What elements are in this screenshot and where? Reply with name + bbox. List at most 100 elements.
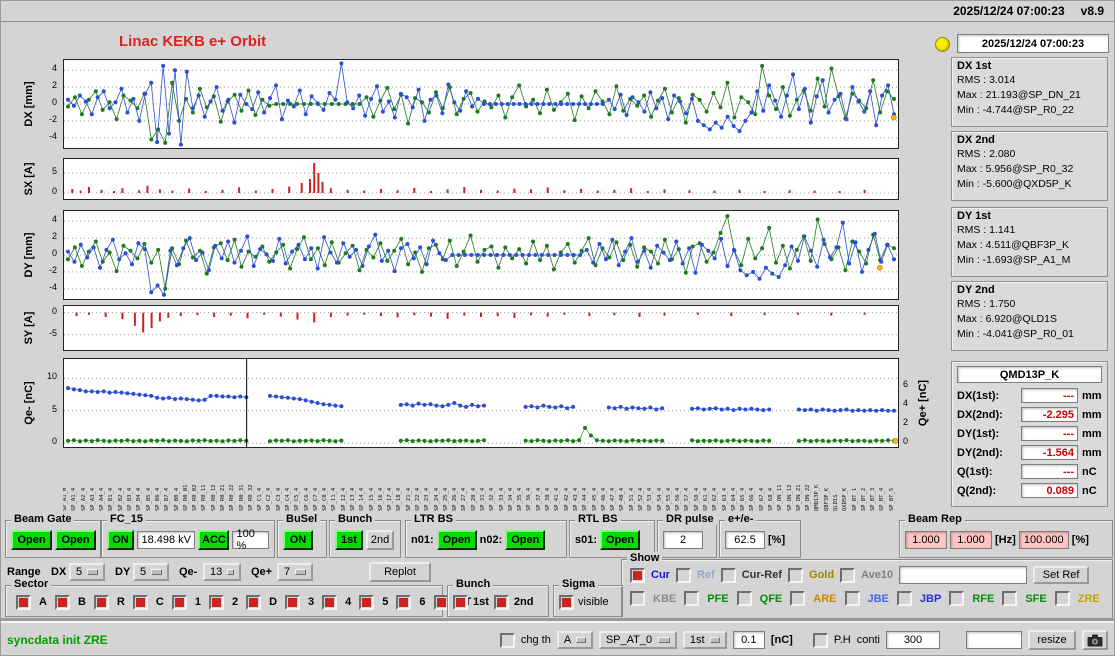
checkbox-ph[interactable] [812, 632, 828, 648]
checkbox-sector-3[interactable] [285, 594, 301, 610]
checkbox-sector-1[interactable] [171, 594, 187, 610]
camera-icon [1087, 634, 1103, 646]
range-dx-select[interactable]: 5 [69, 563, 105, 581]
stat-max: Max : 21.193@SP_DN_21 [957, 89, 1081, 101]
bpm-name-label: SP_34_4 [507, 487, 514, 511]
bpm-name-label: SP_54_4 [656, 487, 663, 511]
checkbox-ave10[interactable] [840, 567, 856, 583]
rtl-s01-open-button[interactable]: Open [600, 530, 641, 550]
ltr-n02-open-button[interactable]: Open [505, 530, 546, 550]
replot-button[interactable]: Replot [369, 562, 431, 582]
option-menu-dash-icon [87, 569, 98, 575]
conti-interval-field[interactable]: 300 [886, 631, 940, 649]
bpm-name-label: SP_A1_M [63, 487, 68, 511]
checkbox-bunch-1st[interactable] [453, 594, 468, 610]
axis-tick: 4 [51, 63, 57, 74]
checkbox-sector-b[interactable] [54, 594, 70, 610]
range-qep-select[interactable]: 7 [277, 563, 313, 581]
bunch-select[interactable]: 1st [682, 631, 727, 649]
show-kbe-label: KBE [653, 592, 677, 605]
bpm-name-label: SP_A1_4 [71, 487, 78, 511]
ltr-n01-label: n01: [411, 534, 434, 546]
ph-label: P.H [833, 634, 851, 646]
bpm-name-label: SP_62_4 [712, 487, 719, 511]
status-message: syncdata init ZRE [7, 633, 108, 647]
checkbox-are[interactable] [790, 591, 806, 606]
ltr-n02-label: n02: [479, 534, 503, 546]
checkbox-zre[interactable] [1054, 591, 1070, 606]
show-ref-label: Ref [696, 569, 715, 581]
beam-gate-open-button-2[interactable]: Open [55, 530, 96, 550]
data-timestamp: 2025/12/24 07:00:23 [957, 34, 1109, 53]
bpm-name-label: QXD5P_K [842, 487, 849, 511]
option-menu-dash-icon [295, 569, 306, 575]
resize-button[interactable]: resize [1028, 630, 1076, 650]
checkbox-sector-2[interactable] [208, 594, 224, 610]
checkbox-bunch-2nd[interactable] [493, 594, 509, 610]
ref-file-input[interactable] [899, 566, 1028, 584]
fc15-on-button[interactable]: ON [107, 530, 134, 550]
busel-on-button[interactable]: ON [283, 530, 313, 550]
checkbox-sector-a[interactable] [16, 594, 31, 610]
bpm-name-label: SP_48_4 [619, 487, 626, 511]
dy-orbit-chart[interactable] [63, 210, 899, 300]
epe-ratio-field[interactable]: 62.5 [725, 531, 765, 549]
bunch-2nd-button[interactable]: 2nd [366, 530, 394, 550]
beam-gate-open-button-1[interactable]: Open [11, 530, 52, 550]
checkbox-jbe[interactable] [844, 591, 860, 606]
checkbox-gold[interactable] [788, 567, 804, 583]
sector-select[interactable]: A [556, 631, 593, 649]
checkbox-cur[interactable] [630, 567, 645, 583]
bpm-name-label: SP_B7_4 [164, 487, 171, 511]
set-ref-button[interactable]: Set Ref [1033, 566, 1090, 584]
bpm-select[interactable]: SP_AT_0 [598, 631, 677, 649]
bunch-1st-button[interactable]: 1st [335, 530, 363, 550]
axis-label: DY [mm] [23, 232, 35, 278]
axis-label: Qe- [nC] [23, 381, 35, 425]
checkbox-rfe[interactable] [949, 591, 965, 606]
checkbox-sector-5[interactable] [359, 594, 375, 610]
bpm-name-label: SP_R0_12 [210, 484, 217, 512]
threshold-field[interactable]: 0.1 [732, 631, 765, 649]
bpm-name-label: SP_45_4 [591, 487, 598, 511]
snapshot-button[interactable] [1082, 630, 1108, 650]
bpm-name-label: SP_46_4 [600, 487, 607, 511]
status-lamp [935, 37, 950, 52]
checkbox-sector-r[interactable] [93, 594, 109, 610]
dx-orbit-chart[interactable] [63, 59, 899, 149]
checkbox-cur-ref[interactable] [720, 567, 736, 583]
dr-pulse-field[interactable]: 2 [663, 531, 703, 549]
fc15-acc-button[interactable]: ACC [198, 530, 230, 550]
monitor-value: 0.089 [1021, 483, 1078, 498]
checkbox-sector-6[interactable] [396, 594, 412, 610]
sx-steering-chart[interactable] [63, 158, 899, 200]
checkbox-chg-th[interactable] [499, 632, 515, 648]
blank-entry-field[interactable] [966, 631, 1022, 649]
bpm-select-value: SP_AT_0 [605, 634, 653, 646]
option-menu-dash-icon [657, 637, 670, 643]
sigma-visible-label: visible [578, 596, 609, 608]
checkbox-sfe[interactable] [1002, 591, 1018, 606]
range-qem-select[interactable]: 13 [203, 563, 241, 581]
bpm-name-label: SP_R0_11 [201, 484, 208, 512]
charge-chart[interactable] [63, 358, 899, 448]
checkbox-sector-d[interactable] [246, 594, 262, 610]
checkbox-jbp[interactable] [896, 591, 912, 606]
checkbox-qfe[interactable] [736, 591, 752, 606]
checkbox-pfe[interactable] [684, 591, 700, 606]
bpm-name-label: QMD13P_K [814, 484, 821, 512]
checkbox-kbe[interactable] [630, 591, 645, 606]
axis-label: DX [mm] [23, 81, 35, 127]
checkbox-sector-c[interactable] [132, 594, 148, 610]
ltr-n01-open-button[interactable]: Open [436, 530, 477, 550]
checkbox-ref[interactable] [675, 567, 691, 583]
bpm-name-label: SP_B3_4 [127, 487, 133, 511]
checkbox-sigma-visible[interactable] [559, 594, 574, 610]
bpm-name-label: SP_C7_4 [312, 487, 319, 511]
sy-steering-chart[interactable] [63, 305, 899, 351]
range-dy-select[interactable]: 5 [133, 563, 169, 581]
rtl-bs-group: RTL BS s01: Open [569, 513, 655, 558]
checkbox-sector-4[interactable] [322, 594, 338, 610]
bpm-name-label: SP_B6_4 [154, 487, 161, 511]
bpm-name-label: SP_R0_32 [247, 484, 254, 512]
